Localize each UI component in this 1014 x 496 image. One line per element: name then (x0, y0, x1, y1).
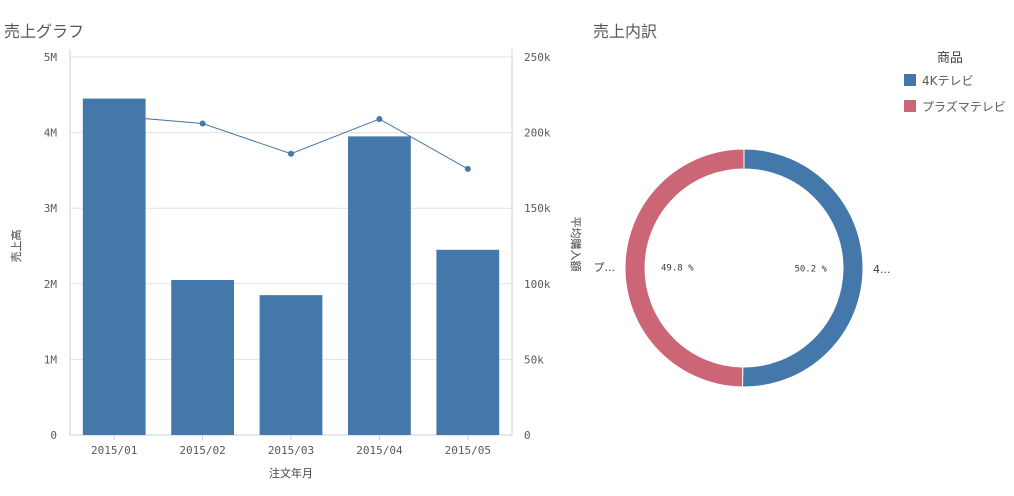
line-point (376, 115, 383, 122)
y-tick-label: 0 (50, 429, 57, 442)
x-tick-label: 2015/01 (91, 444, 137, 457)
y2-tick-label: 100k (524, 278, 551, 291)
slice-percent-label: 49.8 % (661, 263, 694, 273)
y2-tick-label: 250k (524, 51, 551, 64)
legend-label: 4Kテレビ (922, 74, 974, 88)
slice-name-label: プ... (594, 261, 616, 274)
bar (171, 280, 234, 435)
line-point (288, 150, 294, 157)
legend-label: プラズマテレビ (922, 99, 1006, 114)
average-purchase-line (114, 115, 469, 170)
y-tick-label: 5M (44, 51, 58, 64)
legend-title: 商品 (937, 51, 963, 66)
line-point (199, 120, 206, 127)
x-axis-title: 注文年月 (269, 466, 313, 480)
y2-tick-label: 200k (524, 127, 551, 140)
x-tick-label: 2015/03 (268, 444, 314, 457)
y-tick-label: 4M (44, 127, 58, 140)
y-tick-label: 2M (44, 278, 58, 291)
slice-percent-label: 50.2 % (794, 265, 827, 275)
slice-name-label: 4... (873, 263, 891, 276)
y-axis-title: 売上高 (9, 230, 23, 263)
y2-tick-label: 0 (524, 429, 531, 442)
bar (259, 295, 323, 435)
y2-tick-label: 50k (524, 353, 544, 366)
x-tick-label: 2015/02 (179, 444, 225, 457)
line-point (464, 165, 471, 172)
bar (348, 136, 411, 435)
bar-chart-title: 売上グラフ (4, 22, 85, 41)
y-tick-label: 1M (44, 353, 58, 366)
donut-slice (624, 148, 745, 388)
bar (82, 98, 146, 435)
y-tick-label: 3M (44, 202, 58, 215)
legend-swatch (904, 74, 916, 86)
bar (436, 249, 500, 435)
x-tick-label: 2015/04 (356, 444, 403, 457)
y2-axis-title: 平均購入額 (569, 217, 583, 272)
donut-chart-title: 売上内訳 (593, 22, 658, 41)
legend-swatch (904, 100, 916, 112)
x-tick-label: 2015/05 (445, 444, 491, 457)
y2-tick-label: 150k (524, 202, 551, 215)
